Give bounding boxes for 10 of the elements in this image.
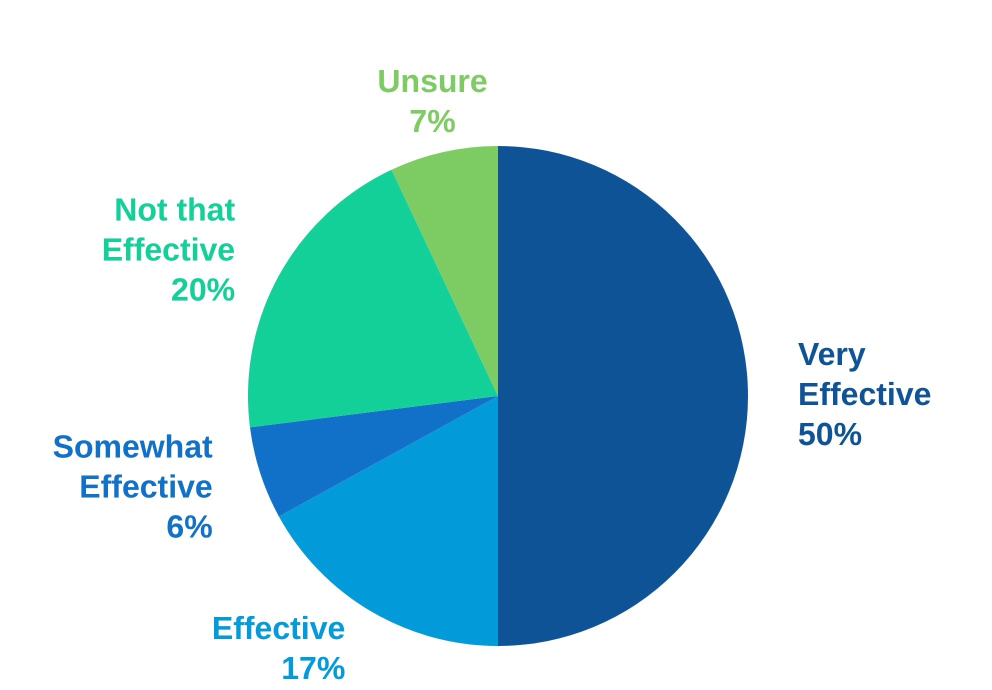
data-label: 17% xyxy=(281,650,346,686)
slice-label: Somewhat Effective xyxy=(52,428,214,505)
data-label: 20% xyxy=(171,271,236,308)
slice-label: Not that Effective xyxy=(102,191,236,268)
data-label: 7% xyxy=(409,103,456,140)
slice-label: Unsure xyxy=(377,63,488,100)
data-label: 50% xyxy=(798,416,862,452)
slice-label: Effective xyxy=(212,610,346,646)
slice-label: Very Effective xyxy=(798,336,932,412)
data-label: 6% xyxy=(166,508,213,545)
